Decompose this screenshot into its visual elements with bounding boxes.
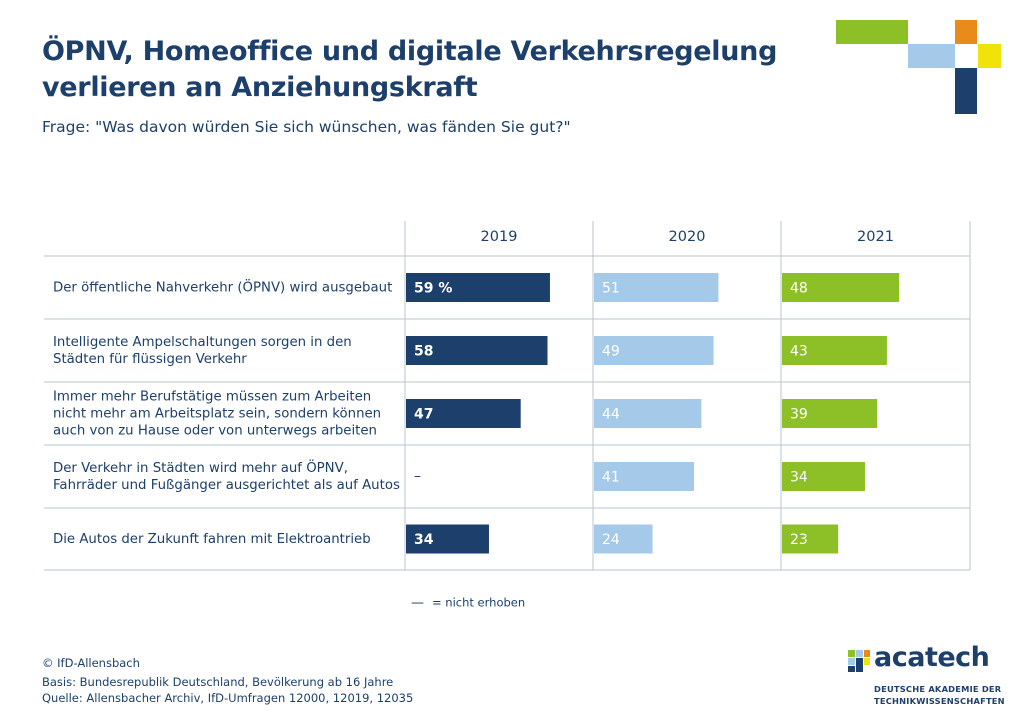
bar-value-label: 34 xyxy=(414,532,434,548)
bar-2020 xyxy=(594,336,714,365)
bar-value-label: 23 xyxy=(790,532,808,548)
bar-value-label: 41 xyxy=(602,470,620,486)
bar-2021 xyxy=(782,524,839,554)
bar-value-label: 47 xyxy=(414,407,433,423)
bar-2020 xyxy=(594,462,695,491)
bar-2019 xyxy=(406,336,548,365)
acatech-logo: acatech DEUTSCHE AKADEMIE DER TECHNIKWIS… xyxy=(848,642,1005,716)
decorative-navy-block xyxy=(955,68,977,114)
bar-value-label: 39 xyxy=(790,407,808,423)
category-label: nicht mehr am Arbeitsplatz sein, sondern… xyxy=(53,407,381,422)
panel-header-2019: 2019 xyxy=(481,229,518,245)
bar-value-label: 43 xyxy=(790,344,808,360)
basis-note: Basis: Bundesrepublik Deutschland, Bevöl… xyxy=(42,675,394,689)
bar-2021 xyxy=(782,273,900,302)
legend-text: = nicht erhoben xyxy=(432,596,525,610)
bar-value-label: 58 xyxy=(414,344,433,360)
chart-title-line-2: verlieren an Anziehungskraft xyxy=(42,72,478,103)
bar-2019 xyxy=(406,399,521,428)
decorative-orange-square xyxy=(955,20,977,44)
category-label: Fahrräder und Fußgänger ausgerichtet als… xyxy=(53,478,400,493)
copyright-note: © IfD-Allensbach xyxy=(42,656,140,670)
acatech-logo-subline-1: DEUTSCHE AKADEMIE DER xyxy=(874,684,1002,694)
acatech-logo-wordmark: acatech xyxy=(874,642,990,673)
not-surveyed-mark: – xyxy=(414,469,421,485)
category-label: Der öffentliche Nahverkehr (ÖPNV) wird a… xyxy=(53,278,392,296)
bar-value-label: 34 xyxy=(790,470,808,486)
chart-title: ÖPNV, Homeoffice und digitale Verkehrsre… xyxy=(42,34,822,106)
panel-header-2021: 2021 xyxy=(857,229,894,245)
bar-value-label: 59 % xyxy=(414,281,452,297)
category-label: Intelligente Ampelschaltungen sorgen in … xyxy=(53,335,352,350)
bar-value-label: 51 xyxy=(602,281,620,297)
bar-2020 xyxy=(594,524,653,554)
legend-symbol: — xyxy=(411,596,424,611)
bar-2020 xyxy=(594,399,702,428)
category-label: Die Autos der Zukunft fahren mit Elektro… xyxy=(53,532,371,547)
bar-2019 xyxy=(406,273,550,302)
source-note: Quelle: Allensbacher Archiv, IfD-Umfrage… xyxy=(42,691,414,705)
bar-value-label: 44 xyxy=(602,407,620,423)
bar-2021 xyxy=(782,336,887,365)
bar-2020 xyxy=(594,273,719,302)
decorative-yellow-square xyxy=(978,44,1001,68)
panel-header-2020: 2020 xyxy=(669,229,706,245)
acatech-logo-icon xyxy=(848,650,870,672)
bar-value-label: 24 xyxy=(602,532,620,548)
bar-2021 xyxy=(782,462,865,491)
category-label: Der Verkehr in Städten wird mehr auf ÖPN… xyxy=(53,458,348,476)
chart-subtitle: Frage: "Was davon würden Sie sich wünsch… xyxy=(42,118,571,136)
category-label: auch von zu Hause oder von unterwegs arb… xyxy=(53,424,377,439)
acatech-logo-subline-2: TECHNIKWISSENSCHAFTEN xyxy=(874,696,1005,706)
bar-2019 xyxy=(406,524,489,554)
chart-title-line-1: ÖPNV, Homeoffice und digitale Verkehrsre… xyxy=(42,36,778,67)
bar-value-label: 49 xyxy=(602,344,620,360)
decorative-green-block xyxy=(836,20,908,44)
decorative-lightblue-block xyxy=(908,44,955,68)
category-label: Immer mehr Berufstätige müssen zum Arbei… xyxy=(53,390,371,405)
bar-2021 xyxy=(782,399,878,428)
bar-value-label: 48 xyxy=(790,281,808,297)
category-label: Städten für flüssigen Verkehr xyxy=(53,352,247,367)
